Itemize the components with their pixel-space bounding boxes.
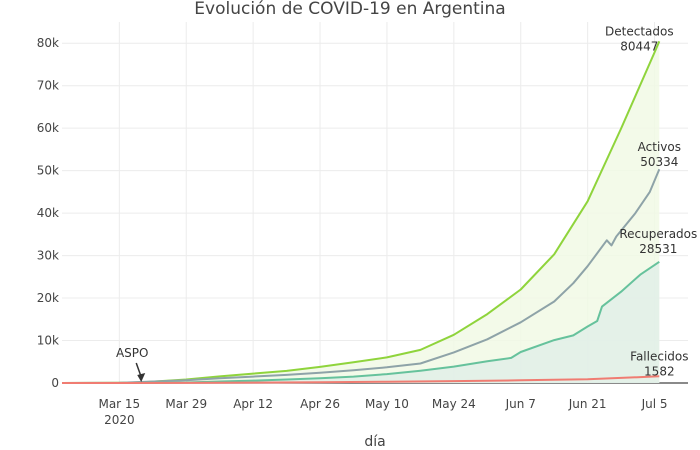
series-name-label: Recuperados (619, 227, 697, 241)
x-tick-label: Mar 15 (98, 397, 140, 411)
y-tick-label: 20k (37, 291, 59, 305)
y-tick-label: 80k (37, 36, 59, 50)
y-axis: 0 10k 20k 30k 40k 50k 60k 70k 80k (37, 36, 59, 390)
y-tick-label: 30k (37, 249, 59, 263)
series-value-label: 1582 (644, 364, 675, 378)
x-tick-label: Jun 21 (568, 397, 607, 411)
series-line-activos (61, 168, 661, 384)
annotations: ASPO (116, 346, 149, 382)
chart-title: Evolución de COVID-19 en Argentina (194, 0, 505, 19)
series-value-label: 80447 (620, 39, 658, 53)
y-tick-label: 60k (37, 121, 59, 135)
x-tick-label: Jun 7 (505, 397, 536, 411)
x-tick-label: Apr 12 (233, 397, 273, 411)
series-name-label: Activos (638, 140, 681, 154)
y-tick-label: 10k (37, 334, 59, 348)
y-tick-label: 40k (37, 206, 59, 220)
series-line-fallecidos (62, 375, 660, 384)
y-tick-label: 0 (51, 376, 59, 390)
annotation-arrowhead (137, 373, 146, 382)
x-axis-title: día (364, 434, 385, 450)
x-tick-label: May 24 (432, 397, 476, 411)
y-tick-label: 70k (37, 79, 59, 93)
x-axis: Mar 15 2020 Mar 29 Apr 12 Apr 26 May 10 May 24… (98, 397, 667, 427)
y-tick-label: 50k (37, 164, 59, 178)
series-line-recuperados (62, 260, 660, 384)
series-value-label: 28531 (639, 242, 677, 256)
x-tick-sublabel: 2020 (104, 413, 135, 427)
series-fill-recuperados (62, 261, 660, 383)
series-name-label: Fallecidos (630, 349, 688, 363)
annotation-text: ASPO (116, 346, 149, 360)
x-tick-label: Jul 5 (641, 397, 668, 411)
x-tick-label: Apr 26 (300, 397, 340, 411)
x-tick-label: Mar 29 (165, 397, 207, 411)
x-tick-label: May 10 (365, 397, 409, 411)
series-name-label: Detectados (605, 24, 674, 38)
series-lines (61, 40, 661, 384)
series-value-label: 50334 (640, 155, 678, 169)
